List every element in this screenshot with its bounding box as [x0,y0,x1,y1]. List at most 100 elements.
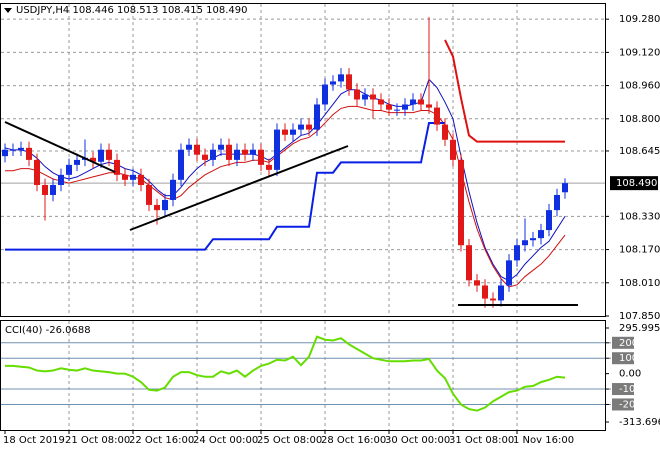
cci-tick-label: 295.9956 [619,323,660,334]
candle-body [58,174,64,186]
candle-body [562,183,568,193]
candle-body [162,199,168,211]
candle-body [106,149,112,160]
candle-body [522,240,528,246]
y-tick-label: 107.850 [619,311,660,322]
cci-tick-label: -200 [619,399,642,410]
x-tick-label: 28 Oct 16:00 [321,435,386,446]
candle-body [410,99,416,105]
candle-body [202,154,208,160]
candle-body [346,74,352,90]
candle-body [402,104,408,110]
y-tick-label: 108.170 [619,245,660,256]
candle-body [130,174,136,180]
candle-body [2,149,8,157]
candle-body [74,159,80,165]
candle-body [226,144,232,160]
candle-body [394,109,400,111]
x-tick-label: 18 Oct 2019 [3,435,65,446]
candle-body [314,104,320,130]
candle-body [490,298,496,301]
cci-title: CCI(40) -26.0688 [5,325,91,336]
candle-body [554,194,560,211]
candle-body [330,81,336,85]
candle-body [442,124,448,140]
candle-body [458,159,464,246]
candle-body [178,149,184,180]
candle-body [338,74,344,82]
indicator-line [5,121,445,251]
y-tick-label: 108.010 [619,278,660,289]
candle-body [306,124,312,130]
x-tick-label: 22 Oct 16:00 [129,435,194,446]
indicator-line [444,39,565,143]
candle-body [18,147,24,150]
candle-body [10,149,16,151]
candle-body [42,185,48,195]
cci-tick-label: 200 [619,338,638,349]
candle-body [258,149,264,165]
candle-body [362,94,368,100]
candle-body [114,159,120,175]
candle-body [66,164,72,175]
y-tick-label: 108.645 [619,146,660,157]
x-tick-label: 25 Oct 08:00 [257,435,322,446]
candle-body [186,144,192,150]
labels: 109.280 109.120 108.960 108.800 108.645 108.3… [3,14,660,446]
candle-body [386,104,392,110]
candle-body [418,99,424,105]
candle-body [354,89,360,100]
candle-body [514,245,520,261]
level-box [612,336,634,349]
cci-tick-label: 100 [619,353,638,364]
price-marker [610,176,658,191]
x-tick-label: 21 Oct 08:00 [65,435,130,446]
cci-tick-label: -313.696 [619,417,660,428]
candle-body [26,147,32,160]
marks [2,17,568,412]
symbol: USDJPY,H4 108.446 108.513 108.415 108.49… [16,5,247,16]
cci-tick-label: -100 [619,384,642,395]
y-tick-label: 108.330 [619,211,660,222]
candle-body [282,129,288,135]
candle-body [154,204,160,211]
candle-body [546,210,552,231]
level-box [612,383,634,396]
indicator-line [5,105,566,288]
candle-body [194,144,200,155]
grid [1,4,634,434]
candle-body [498,285,504,301]
candle-body [322,84,328,105]
x-tick-label: 30 Oct 00:00 [385,435,450,446]
candle-body [530,238,536,241]
candle-body [50,185,56,195]
trendline [129,145,349,231]
candle-body [378,99,384,105]
y-tick-label: 109.280 [619,14,660,25]
candle-body [146,185,152,205]
level-box [612,398,634,411]
cci-tick-label: 0.00 [619,369,641,380]
candle-body [538,230,544,239]
indicator-line [4,78,566,282]
candle-body [218,144,224,150]
candle-body [298,124,304,130]
price-marker-label: 108.490 [616,178,657,189]
cci-panel [0,320,606,431]
candle-body [466,245,472,281]
candle-body [482,285,488,299]
y-tick-label: 108.800 [619,114,660,125]
candle-body [242,149,248,155]
cci-line [5,335,566,412]
x-tick-label: 24 Oct 00:00 [193,435,258,446]
candle-body [370,94,376,100]
candle-body [34,159,40,186]
menu-arrow[interactable] [4,8,12,13]
candle-body [138,174,144,186]
level-box [612,352,634,365]
y-tick-label: 109.120 [619,47,660,58]
candle-body [170,179,176,200]
candle-body [506,260,512,286]
candle-body [266,164,272,170]
